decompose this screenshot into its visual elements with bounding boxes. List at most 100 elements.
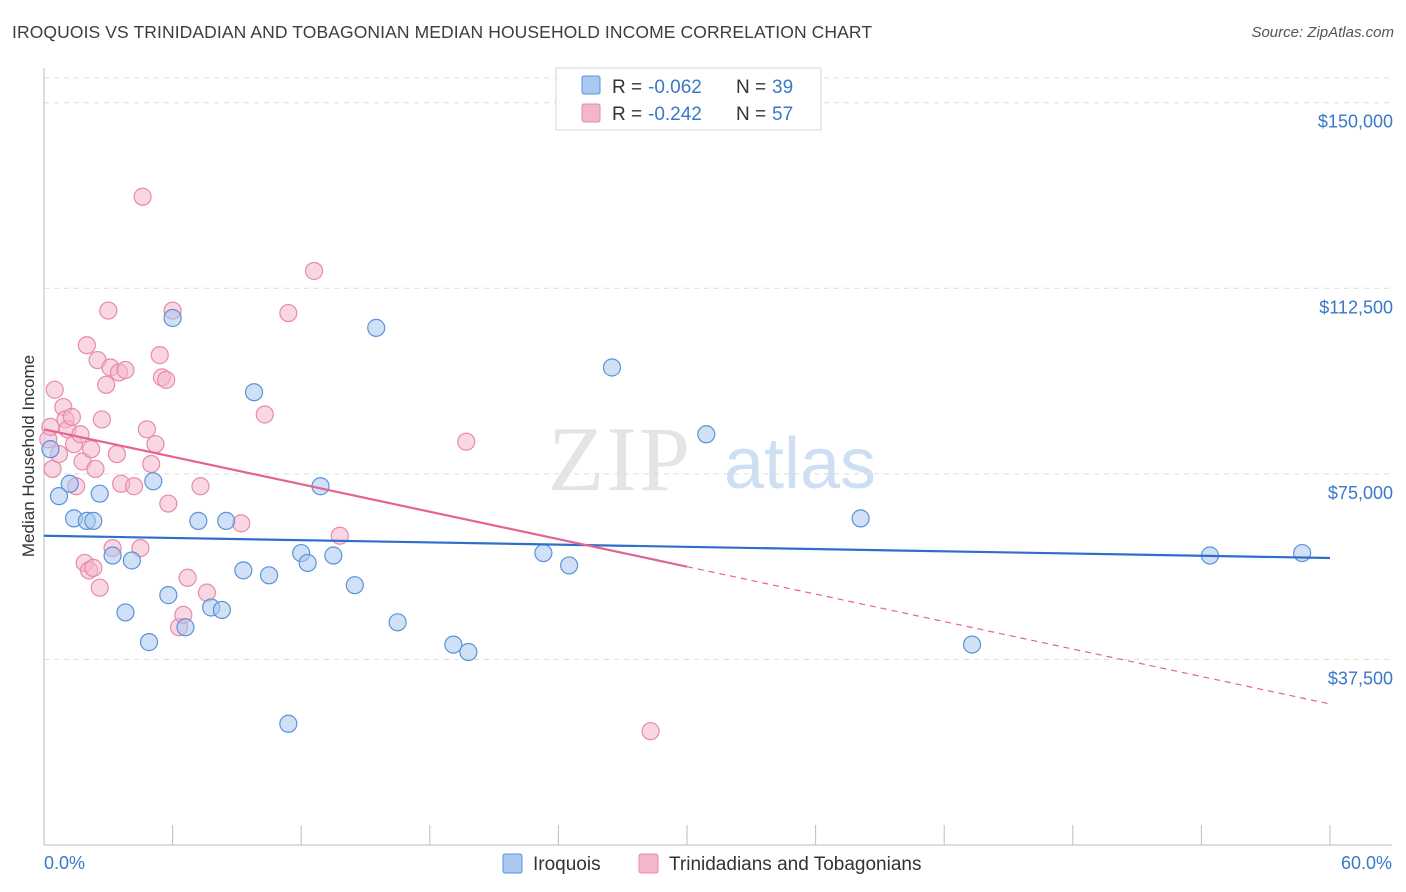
data-point-iroquois bbox=[851, 509, 870, 528]
data-point-iroquois bbox=[259, 566, 279, 585]
legend-r-label-1: R = bbox=[612, 77, 642, 98]
data-point-trinidadians bbox=[191, 477, 210, 496]
data-point-trinidadians bbox=[157, 370, 176, 389]
data-point-trinidadians bbox=[142, 454, 161, 474]
legend-n-value-2: 57 bbox=[772, 104, 793, 125]
data-point-trinidadians bbox=[255, 405, 274, 424]
data-point-trinidadians bbox=[457, 432, 476, 451]
data-point-iroquois bbox=[962, 635, 982, 654]
data-point-trinidadians bbox=[82, 440, 101, 459]
data-point-trinidadians bbox=[86, 459, 105, 479]
data-point-iroquois bbox=[1293, 543, 1312, 563]
data-point-iroquois bbox=[324, 546, 343, 565]
legend-n-label-2: N = bbox=[736, 104, 766, 125]
watermark-atlas: atlas bbox=[724, 424, 876, 504]
data-point-trinidadians bbox=[97, 375, 116, 394]
data-point-iroquois bbox=[697, 425, 716, 444]
data-point-iroquois bbox=[534, 543, 553, 563]
data-point-trinidadians bbox=[641, 722, 660, 741]
data-point-iroquois bbox=[60, 474, 79, 493]
data-point-trinidadians bbox=[90, 578, 109, 597]
data-point-trinidadians bbox=[71, 425, 90, 444]
data-point-iroquois bbox=[459, 642, 478, 662]
data-point-trinidadians bbox=[62, 407, 81, 427]
y-axis-label: Median Household Income bbox=[19, 355, 38, 557]
data-point-iroquois bbox=[279, 714, 298, 733]
legend-r-value-2: -0.242 bbox=[648, 104, 702, 125]
data-point-trinidadians bbox=[45, 380, 64, 399]
data-point-trinidadians bbox=[131, 538, 150, 558]
trend-line-trinidadians-extrapolated bbox=[686, 566, 1331, 705]
y-tick-label: $75,000 bbox=[1328, 483, 1393, 503]
data-point-iroquois bbox=[49, 487, 69, 506]
data-point-iroquois bbox=[444, 635, 463, 654]
data-point-iroquois bbox=[84, 511, 103, 530]
bottom-legend-swatch-iroquois bbox=[502, 853, 523, 874]
y-tick-label: $37,500 bbox=[1328, 668, 1393, 688]
series-iroquois-points bbox=[41, 308, 1312, 733]
legend-n-value-1: 39 bbox=[772, 77, 793, 98]
data-point-trinidadians bbox=[124, 477, 144, 496]
correlation-legend: R = -0.062 N = 39 R = -0.242 N = 57 bbox=[555, 67, 822, 131]
data-point-iroquois bbox=[122, 551, 141, 570]
data-point-iroquois bbox=[139, 633, 159, 652]
data-point-trinidadians bbox=[84, 558, 103, 577]
data-point-trinidadians bbox=[146, 435, 165, 454]
legend-swatch-iroquois bbox=[581, 75, 601, 95]
data-point-trinidadians bbox=[150, 346, 169, 365]
trend-line-trinidadians bbox=[43, 428, 688, 568]
legend-n-label-1: N = bbox=[736, 77, 766, 98]
data-point-trinidadians bbox=[178, 568, 197, 587]
data-point-trinidadians bbox=[92, 410, 111, 429]
data-point-iroquois bbox=[298, 553, 317, 573]
data-point-iroquois bbox=[560, 556, 579, 575]
data-point-trinidadians bbox=[116, 360, 135, 380]
data-point-iroquois bbox=[189, 511, 208, 530]
data-point-trinidadians bbox=[99, 301, 118, 320]
data-point-iroquois bbox=[212, 600, 231, 620]
data-point-iroquois bbox=[90, 484, 109, 503]
data-point-iroquois bbox=[244, 383, 264, 402]
data-point-iroquois bbox=[345, 576, 364, 595]
data-point-trinidadians bbox=[133, 187, 152, 206]
y-tick-label: $150,000 bbox=[1318, 112, 1393, 132]
legend-r-value-1: -0.062 bbox=[648, 77, 702, 98]
data-point-iroquois bbox=[234, 561, 253, 580]
data-point-iroquois bbox=[602, 358, 622, 377]
axes bbox=[43, 68, 1392, 846]
data-point-iroquois bbox=[367, 318, 386, 337]
data-point-trinidadians bbox=[159, 494, 178, 513]
x-tick-label-min: 0.0% bbox=[44, 853, 85, 873]
data-point-iroquois bbox=[388, 613, 407, 632]
data-point-trinidadians bbox=[304, 261, 324, 281]
y-tick-label: $112,500 bbox=[1319, 297, 1393, 317]
x-tick-label-max: 60.0% bbox=[1341, 853, 1392, 873]
data-point-iroquois bbox=[159, 586, 178, 605]
data-point-iroquois bbox=[217, 511, 236, 530]
data-point-iroquois bbox=[103, 546, 122, 565]
data-point-trinidadians bbox=[137, 420, 156, 439]
y-tick-labels: $37,500 $75,000 $112,500 $150,000 bbox=[1318, 112, 1393, 689]
data-point-iroquois bbox=[116, 603, 135, 622]
watermark-zip: ZIP bbox=[548, 408, 692, 510]
data-point-iroquois bbox=[163, 308, 182, 328]
data-point-iroquois bbox=[41, 440, 60, 459]
legend-swatch-trinidadians bbox=[581, 103, 601, 123]
data-point-iroquois bbox=[144, 472, 163, 491]
bottom-legend-label-iroquois: Iroquois bbox=[533, 854, 601, 875]
data-point-trinidadians bbox=[107, 444, 126, 464]
data-point-trinidadians bbox=[77, 336, 96, 355]
legend-r-label-2: R = bbox=[612, 104, 642, 125]
trend-lines bbox=[43, 428, 1331, 705]
bottom-legend-label-trinidadians: Trinidadians and Tobagonians bbox=[669, 854, 921, 875]
data-point-trinidadians bbox=[232, 514, 251, 533]
data-point-trinidadians bbox=[279, 303, 298, 323]
series-legend: Iroquois Trinidadians and Tobagonians bbox=[502, 853, 921, 875]
x-ticks bbox=[43, 825, 1331, 845]
bottom-legend-swatch-trinidadians bbox=[638, 853, 659, 874]
source-credit: Source: ZipAtlas.com bbox=[1251, 24, 1394, 41]
data-point-iroquois bbox=[176, 618, 195, 637]
trend-line-iroquois bbox=[43, 534, 1331, 560]
chart-title: IROQUOIS VS TRINIDADIAN AND TOBAGONIAN M… bbox=[12, 22, 873, 42]
